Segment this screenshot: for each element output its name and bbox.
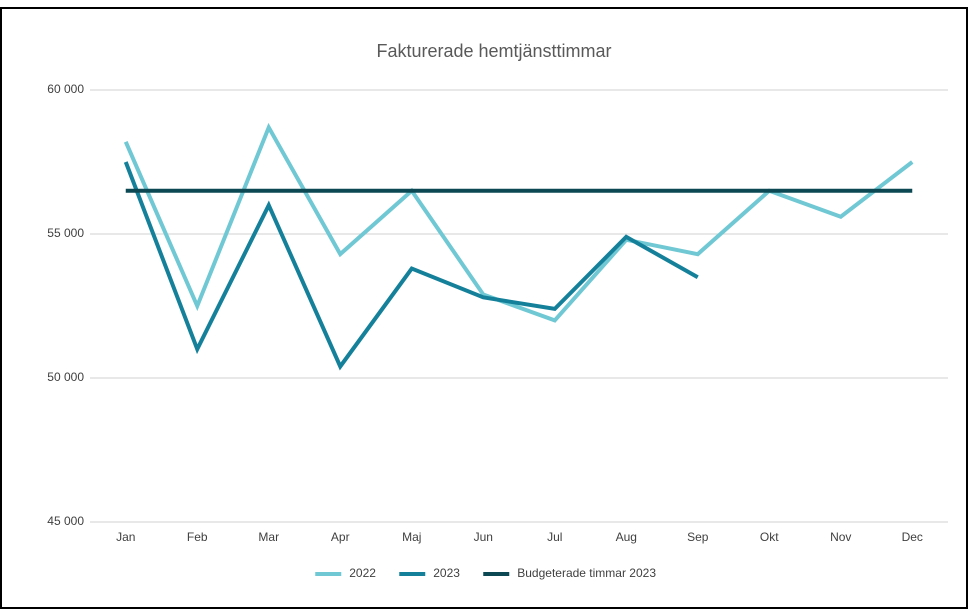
x-tick-label: Aug: [616, 530, 637, 544]
x-tick-label: Jul: [547, 530, 562, 544]
x-tick-label: Maj: [402, 530, 421, 544]
x-tick-label: Mar: [258, 530, 279, 544]
x-tick-label: Sep: [687, 530, 709, 544]
y-tick-label: 60 000: [47, 82, 84, 96]
legend-label: 2023: [433, 566, 460, 580]
legend-label: 2022: [349, 566, 376, 580]
x-tick-label: Jun: [474, 530, 493, 544]
line-series: [123, 122, 914, 323]
y-tick-label: 55 000: [47, 226, 84, 240]
chart-border: [0, 7, 968, 609]
x-tick-label: Feb: [187, 530, 208, 544]
legend-label: Budgeterade timmar 2023: [517, 566, 656, 580]
x-tick-label: Dec: [902, 530, 923, 544]
line-series: [123, 161, 699, 371]
x-tick-label: Okt: [760, 530, 779, 544]
chart-title: Fakturerade hemtjänsttimmar: [376, 41, 611, 61]
y-tick-label: 50 000: [47, 370, 84, 384]
x-tick-label: Jan: [116, 530, 135, 544]
y-tick-label: 45 000: [47, 514, 84, 528]
x-tick-label: Nov: [830, 530, 851, 544]
x-tick-label: Apr: [331, 530, 350, 544]
